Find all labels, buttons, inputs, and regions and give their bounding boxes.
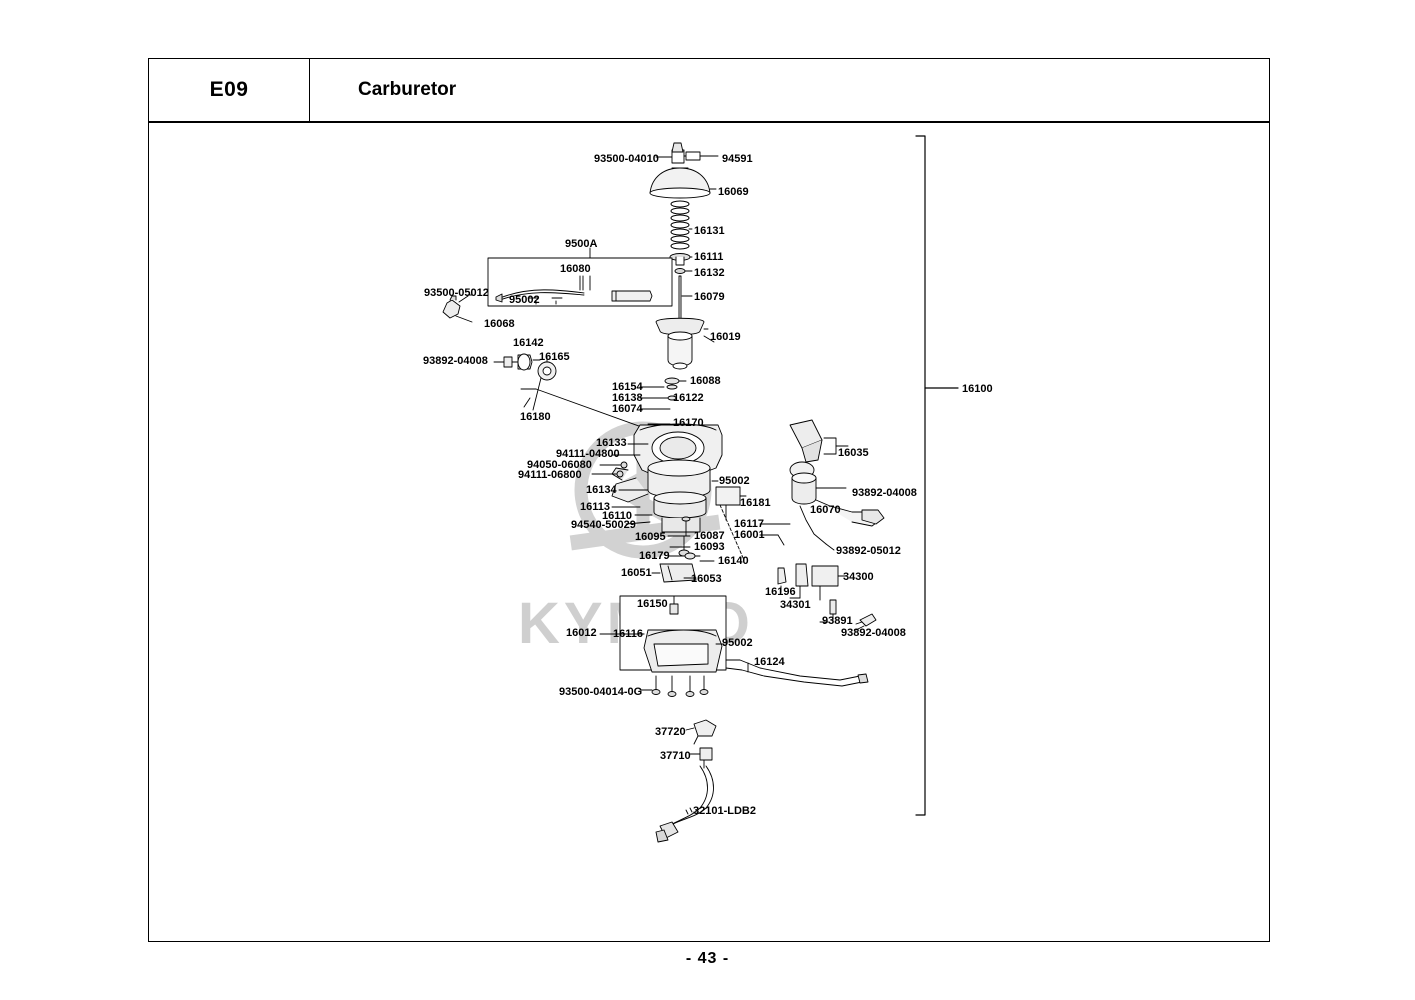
part-label-16170: 16170	[673, 417, 704, 429]
part-label-37710: 37710	[660, 750, 691, 762]
part-label-93892-04008-b: 93892-04008	[852, 487, 917, 499]
part-label-94111-06800: 94111-06800	[518, 469, 582, 481]
part-label-95002-b: 95002	[719, 475, 750, 487]
part-label-16117: 16117	[734, 518, 764, 530]
part-label-16079: 16079	[694, 291, 725, 303]
part-label-93500-04014-0G: 93500-04014-0G	[559, 686, 643, 698]
part-label-16051: 16051	[621, 567, 652, 579]
part-label-16124: 16124	[754, 656, 785, 668]
part-label-95002-a: 95002	[509, 294, 540, 306]
part-label-16110: 16110	[602, 510, 632, 522]
part-label-16087: 16087	[694, 530, 725, 542]
page-title: Carburetor	[358, 79, 457, 100]
part-label-16113: 16113	[580, 501, 610, 513]
part-label-16053: 16053	[691, 573, 722, 585]
part-label-16068: 16068	[484, 318, 515, 330]
part-label-16095: 16095	[635, 531, 666, 543]
part-label-94540-50029: 94540-50029	[571, 519, 636, 531]
part-label-16093: 16093	[694, 541, 725, 553]
part-label-94111-04800: 94111-04800	[556, 448, 620, 460]
part-label-93891: 93891	[822, 615, 853, 627]
part-label-16150: 16150	[637, 598, 668, 610]
part-label-93500-05012: 93500-05012	[424, 287, 489, 299]
part-label-16001: 16001	[734, 529, 765, 541]
part-label-9500A: 9500A	[565, 238, 598, 250]
part-label-16138: 16138	[612, 392, 643, 404]
part-label-16116: 16116	[613, 628, 643, 640]
part-label-93892-04008-a: 93892-04008	[423, 355, 488, 367]
part-label-94050-06080: 94050-06080	[527, 459, 592, 471]
part-label-93892-05012: 93892-05012	[836, 545, 901, 557]
part-label-16100: 16100	[962, 383, 993, 395]
part-label-16111: 16111	[694, 251, 724, 263]
part-label-34300: 34300	[843, 571, 874, 583]
part-label-94591: 94591	[722, 153, 753, 165]
part-label-16132: 16132	[694, 267, 725, 279]
part-label-16181: 16181	[740, 497, 771, 509]
part-label-16035: 16035	[838, 447, 869, 459]
part-label-16088: 16088	[690, 375, 721, 387]
part-label-16074: 16074	[612, 403, 643, 415]
part-label-93500-04010: 93500-04010	[594, 153, 659, 165]
part-label-16180: 16180	[520, 411, 551, 423]
part-label-16019: 16019	[710, 331, 741, 343]
part-label-16140: 16140	[718, 555, 749, 567]
part-label-16012: 16012	[566, 627, 597, 639]
part-label-16165: 16165	[539, 351, 570, 363]
part-label-16131: 16131	[694, 225, 725, 237]
part-label-16142: 16142	[513, 337, 544, 349]
part-label-95002-c: 95002	[722, 637, 753, 649]
part-label-34301: 34301	[780, 599, 811, 611]
page-number: - 43 -	[685, 950, 730, 967]
part-label-16196: 16196	[765, 586, 796, 598]
part-label-32101-LDB2: 32101-LDB2	[693, 805, 756, 817]
part-label-16133: 16133	[596, 437, 627, 449]
part-label-93892-04008-c: 93892-04008	[841, 627, 906, 639]
part-label-16070: 16070	[810, 504, 841, 516]
page-border	[148, 58, 1270, 942]
part-label-37720: 37720	[655, 726, 686, 738]
part-label-16179: 16179	[639, 550, 670, 562]
header-divider	[148, 121, 1270, 123]
part-label-16122: 16122	[673, 392, 704, 404]
part-label-16134: 16134	[586, 484, 617, 496]
part-label-16154: 16154	[612, 381, 643, 393]
part-label-16069: 16069	[718, 186, 749, 198]
section-code: E09	[209, 78, 249, 101]
part-label-16080: 16080	[560, 263, 591, 275]
